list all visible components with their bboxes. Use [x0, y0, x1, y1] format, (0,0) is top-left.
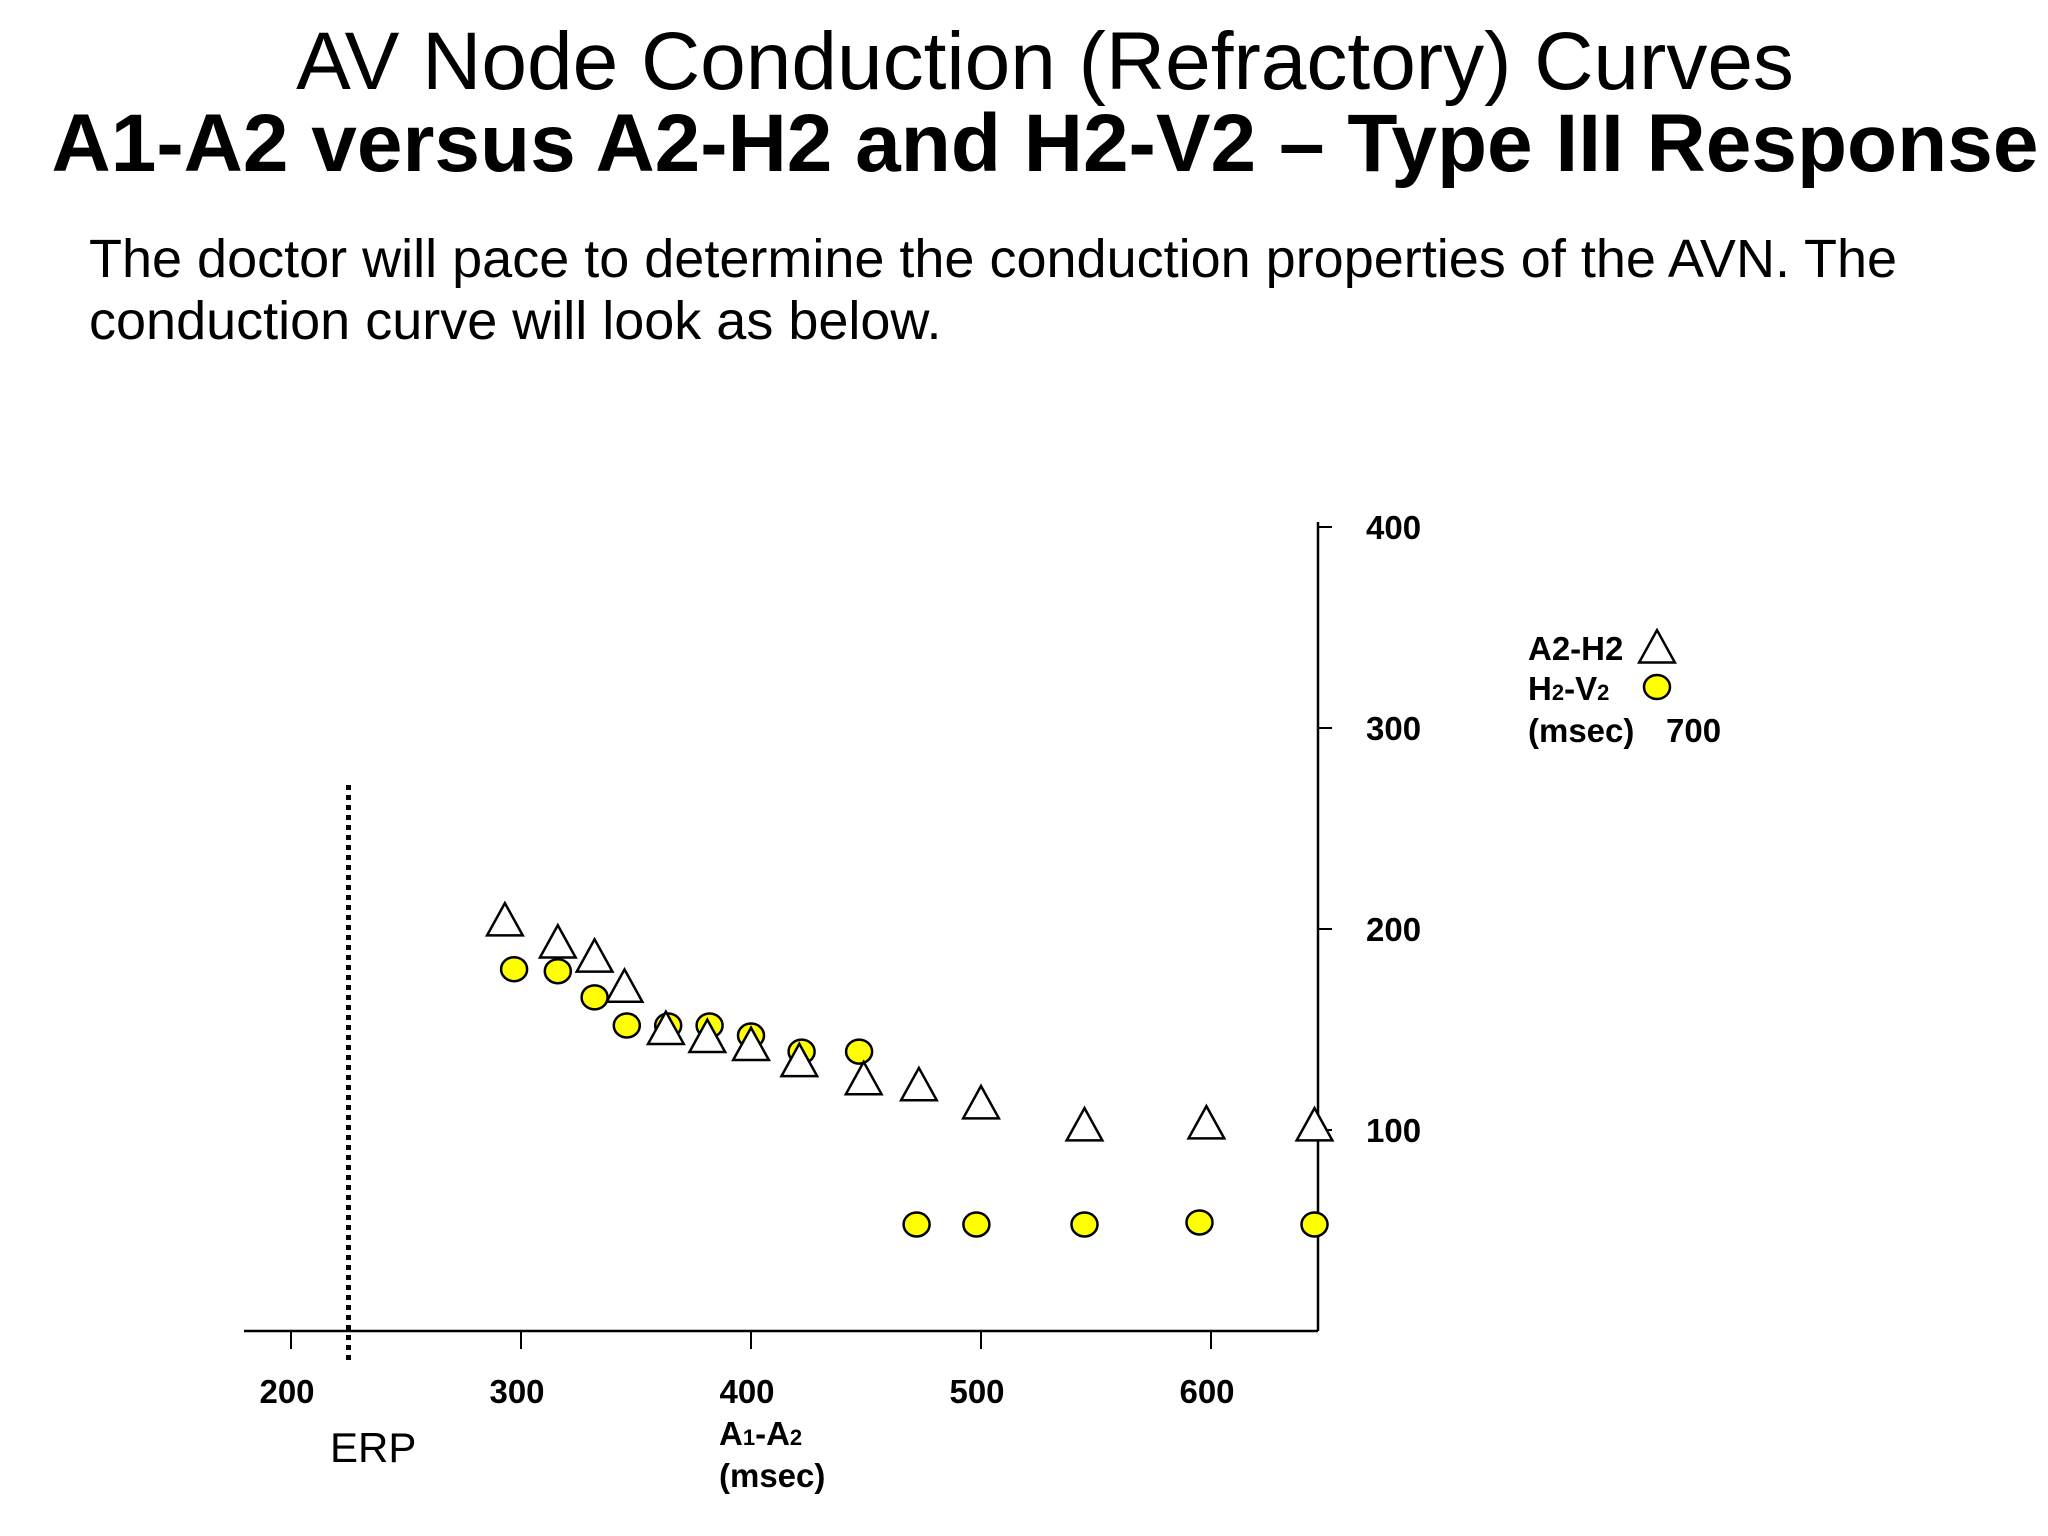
legend-unit: (msec)	[1528, 712, 1634, 749]
h2-v2-point	[962, 1211, 991, 1238]
x-tick-label: 200	[259, 1373, 314, 1410]
legend-circle-icon	[1642, 673, 1672, 701]
x-axis-label-part: 1	[743, 1425, 755, 1450]
legend-label-part: H	[1528, 670, 1552, 707]
x-axis-label-part: -A	[755, 1415, 790, 1452]
h2-v2-point	[1300, 1211, 1329, 1238]
series-layer	[484, 900, 1335, 1238]
x-axis-unit: (msec)	[719, 1457, 825, 1494]
a2-h2-point	[779, 1041, 820, 1078]
x-tick-label: 500	[949, 1373, 1004, 1410]
y-tick-label: 200	[1366, 911, 1421, 948]
x-tick-label: 600	[1179, 1373, 1234, 1410]
h2-v2-point	[543, 957, 573, 985]
erp-marker: ERP	[330, 785, 416, 1471]
a2-h2-point	[731, 1025, 771, 1062]
a2-h2-point	[604, 966, 645, 1003]
h2-v2-point	[844, 1038, 874, 1065]
x-tick-label: 400	[719, 1373, 774, 1410]
a2-h2-point	[537, 922, 578, 959]
a2-h2-point	[484, 900, 525, 937]
legend-label-part: -V	[1564, 670, 1597, 707]
a2-h2-point	[1186, 1103, 1227, 1140]
legend-label-h2-v2: H2-V2	[1528, 670, 1609, 707]
y-tick-label: 100	[1366, 1112, 1421, 1149]
y-tick-label: 300	[1366, 710, 1421, 747]
chart-title: AV Node Conduction (Refractory) Curves	[296, 16, 1794, 107]
h2-v2-point	[902, 1211, 931, 1238]
a2-h2-point	[843, 1059, 884, 1096]
axes: 200 300 400 500 600 A1-A2 (msec) 100 200 300 400	[244, 509, 1421, 1494]
a2-h2-point	[574, 936, 615, 973]
a2-h2-point	[1064, 1105, 1105, 1142]
h2-v2-point	[1070, 1211, 1099, 1238]
h2-v2-point	[499, 955, 529, 983]
legend-triangle-icon	[1637, 627, 1677, 664]
a2-h2-point	[1294, 1105, 1335, 1142]
slide-description: The doctor will pace to determine the co…	[89, 229, 1898, 351]
x-tick-label: 300	[489, 1373, 544, 1410]
a2-h2-point	[687, 1017, 728, 1054]
x-axis-label: A1-A2	[719, 1415, 802, 1452]
a2-h2-point	[645, 1009, 686, 1046]
legend-extra-value: 700	[1666, 712, 1721, 749]
chart-subtitle: A1-A2 versus A2-H2 and H2-V2 – Type III …	[51, 98, 2039, 189]
legend-label-a2-h2: A2-H2	[1528, 630, 1623, 667]
y-tick-label: 400	[1366, 509, 1421, 546]
h2-v2-point	[1185, 1209, 1214, 1236]
h2-v2-point	[612, 1012, 642, 1039]
a2-h2-point	[961, 1083, 1001, 1120]
legend-label-part: 2	[1597, 680, 1609, 705]
erp-label: ERP	[330, 1424, 416, 1471]
h2-v2-point	[580, 984, 609, 1011]
x-axis-label-part: A	[719, 1415, 743, 1452]
a2-h2-point	[898, 1065, 939, 1102]
legend-label-part: 2	[1552, 680, 1564, 705]
x-axis-label-part: 2	[790, 1425, 802, 1450]
